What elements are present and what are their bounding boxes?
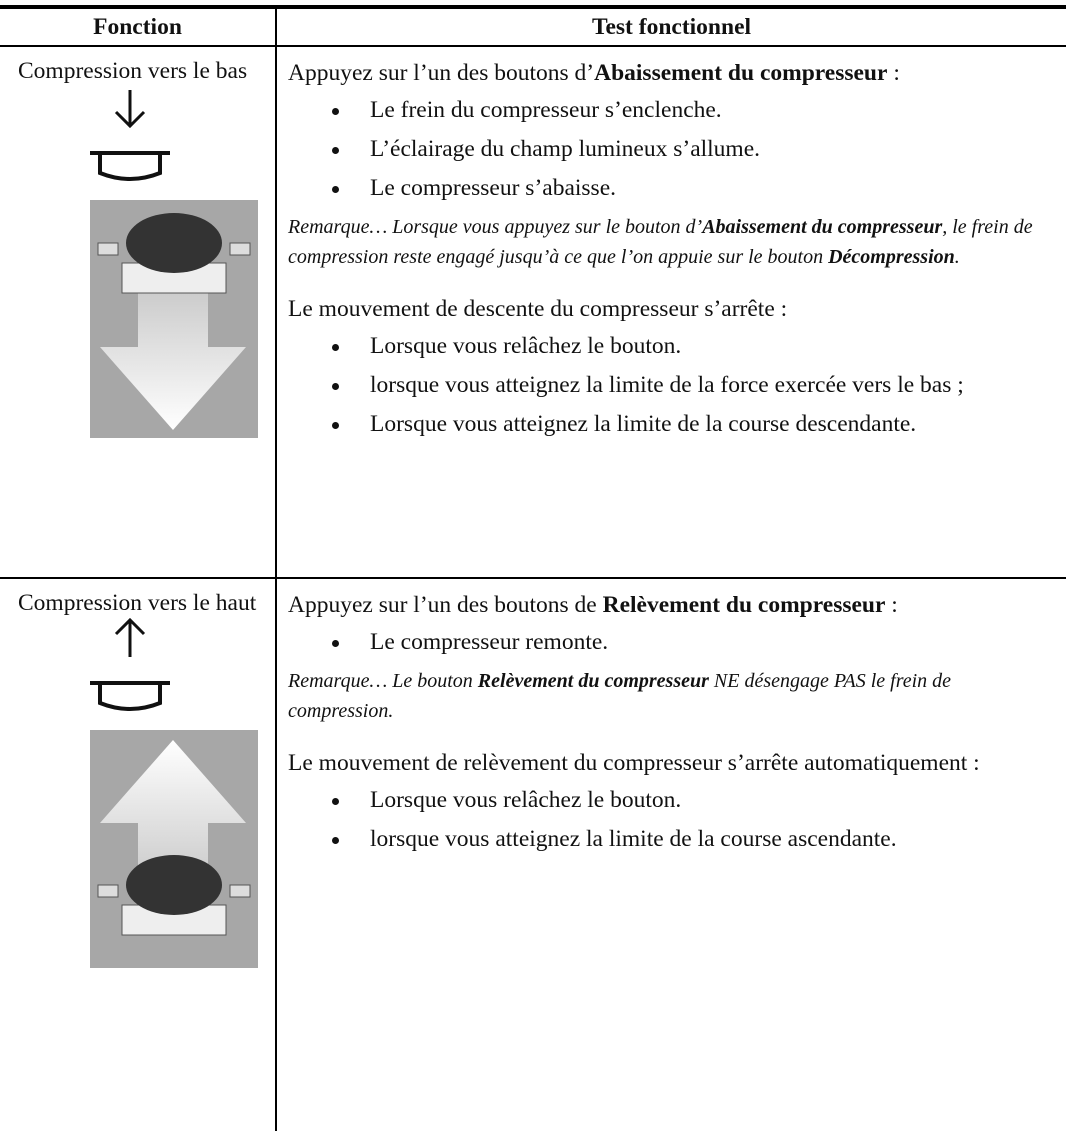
text: Décompression: [828, 246, 955, 268]
bullet: lorsque vous atteignez la limite de la f…: [288, 370, 1058, 401]
bullet: Lorsque vous atteignez la limite de la c…: [288, 409, 1058, 440]
compression-up-icon: [90, 617, 258, 968]
list: Le frein du compresseur s’enclenche. L’é…: [288, 95, 1058, 204]
text: Appuyez sur l’un des boutons de: [288, 592, 603, 618]
header-cell: Test fonctionnel: [591, 14, 752, 40]
test-cell: Appuyez sur l’un des boutons d’Abaisseme…: [288, 58, 1058, 448]
text: .: [954, 246, 960, 268]
header-cell: Fonction: [93, 14, 182, 40]
list: Lorsque vous relâchez le bouton. lorsque…: [288, 331, 1058, 440]
paragraph: Appuyez sur l’un des boutons d’Abaisseme…: [288, 58, 1058, 89]
text: NE désengage PAS le frein de compression…: [288, 670, 952, 722]
bullet: Lorsque vous relâchez le bouton.: [288, 785, 1058, 816]
function-label: Compression vers le haut: [18, 590, 257, 616]
note: Remarque… Le bouton Relèvement du compre…: [288, 666, 1058, 726]
bullet: lorsque vous atteignez la limite de la c…: [288, 824, 1058, 855]
list: Lorsque vous relâchez le bouton. lorsque…: [288, 785, 1058, 855]
bullet: Le frein du compresseur s’enclenche.: [288, 95, 1058, 126]
bullet: Lorsque vous relâchez le bouton.: [288, 331, 1058, 362]
row-rule: [0, 577, 1066, 579]
function-label: Compression vers le bas: [18, 58, 248, 84]
text: Relèvement du compresseur: [602, 592, 886, 618]
paragraph: Le mouvement de relèvement du compresseu…: [288, 750, 980, 776]
list: Le compresseur remonte.: [288, 627, 1058, 658]
note: Remarque… Lorsque vous appuyez sur le bo…: [288, 212, 1058, 272]
text: Abaissement du compresseur: [702, 216, 943, 238]
text: , le frein de compression reste engagé j…: [288, 216, 1033, 268]
header-rule: [0, 45, 1066, 47]
text: :: [887, 60, 900, 86]
test-cell: Appuyez sur l’un des boutons de Relèveme…: [288, 590, 1058, 863]
paragraph: Le mouvement de descente du compresseur …: [288, 296, 788, 322]
text: Appuyez sur l’un des boutons d’: [288, 60, 595, 86]
text: :: [885, 592, 898, 618]
bullet: Le compresseur remonte.: [288, 627, 1058, 658]
text: Abaissement du compresseur: [594, 60, 888, 86]
text: Remarque… Le bouton: [288, 670, 478, 692]
column-rule: [275, 9, 277, 1131]
bullet: L’éclairage du champ lumineux s’allume.: [288, 134, 1058, 165]
bullet: Le compresseur s’abaisse.: [288, 173, 1058, 204]
paragraph: Appuyez sur l’un des boutons de Relèveme…: [288, 590, 1058, 621]
text: Remarque… Lorsque vous appuyez sur le bo…: [288, 216, 703, 238]
compression-down-icon: [90, 90, 258, 438]
text: Relèvement du compresseur: [477, 670, 709, 692]
top-rule: [0, 5, 1066, 9]
